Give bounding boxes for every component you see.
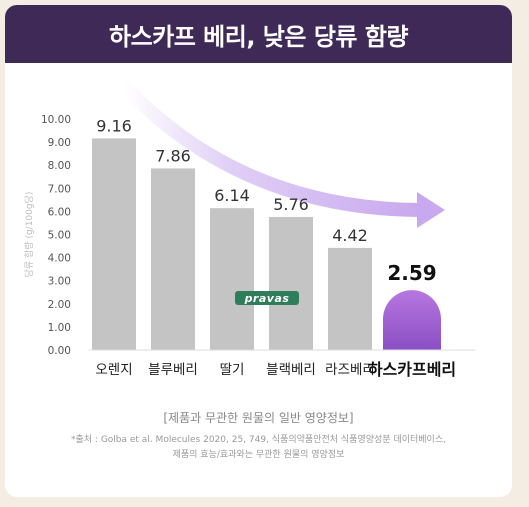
bar-chart: 0.00 1.00 2.00 3.00 4.00 5.00 6.00 7.00 8.00 9.00… xyxy=(23,80,475,379)
y-tick-label: 8.00 xyxy=(48,160,71,172)
value-label: 4.42 xyxy=(332,226,368,245)
bar-오렌지 xyxy=(92,138,136,350)
category-label: 딸기 xyxy=(220,362,245,378)
watermark-stamp: pravas xyxy=(235,291,299,305)
y-tick-label: 9.00 xyxy=(48,137,71,149)
y-tick-label: 3.00 xyxy=(48,276,71,288)
y-tick-label: 4.00 xyxy=(48,253,71,265)
category-label: 블랙베리 xyxy=(266,362,316,378)
chart-card: 하스카프 베리, 낮은 당류 함량 0.00 1.00 2.00 3.00 4.00 5.… xyxy=(5,5,512,497)
source-line: *출처 : Golba et al. Molecules 2020, 25, 7… xyxy=(71,435,446,445)
bar-블루베리 xyxy=(151,168,195,350)
y-tick-label: 6.00 xyxy=(48,206,71,218)
disclaimer-note: [제품과 무관한 원물의 일반 영양정보] xyxy=(163,411,354,425)
bar-딸기 xyxy=(210,208,254,350)
category-label: 블루베리 xyxy=(148,362,198,378)
effect-disclaimer-line: 제품의 효능/효과와는 무관한 원물의 영양정보 xyxy=(172,450,345,460)
bar-라즈베리 xyxy=(328,247,372,350)
value-label: 2.59 xyxy=(387,261,436,285)
category-label: 오렌지 xyxy=(95,362,132,378)
bar-블랙베리 xyxy=(269,216,313,350)
value-label: 7.86 xyxy=(155,146,191,165)
y-tick-label: 0.00 xyxy=(48,345,71,357)
y-tick-label: 5.00 xyxy=(48,230,71,242)
y-tick-label: 2.00 xyxy=(48,299,71,311)
value-label: 9.16 xyxy=(96,116,132,135)
chart-title: 하스카프 베리, 낮은 당류 함량 xyxy=(109,22,409,51)
title-banner: 하스카프 베리, 낮은 당류 함량 xyxy=(5,5,512,63)
y-tick-label: 7.00 xyxy=(48,183,71,195)
source-note: *출처 : Golba et al. Molecules 2020, 25, 7… xyxy=(5,433,512,463)
y-axis-label: 당류 함량 (g/100g당) xyxy=(23,192,35,278)
y-tick-label: 1.00 xyxy=(48,322,71,334)
value-label: 6.14 xyxy=(214,186,250,205)
value-label: 5.76 xyxy=(273,195,309,214)
category-label: 하스카프베리 xyxy=(368,360,456,379)
category-label: 라즈베리 xyxy=(325,362,375,378)
y-tick-label: 10.00 xyxy=(41,114,71,126)
bar-하스카프베리 xyxy=(383,290,441,350)
trend-arrow-head xyxy=(417,192,445,228)
trend-arrow-shaft xyxy=(118,80,430,217)
